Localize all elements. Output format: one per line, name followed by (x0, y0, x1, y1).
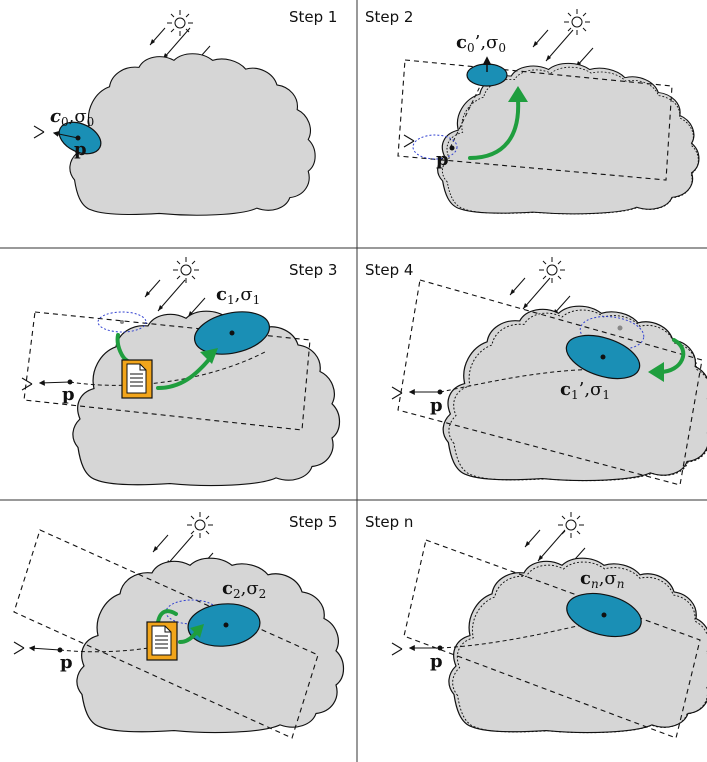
bounding-box (397, 59, 673, 181)
step-5-panel: Step 5 c2,σ2 p (13, 511, 345, 739)
step-4-title: Step 4 (365, 261, 413, 279)
eye-icon (391, 642, 403, 656)
svg-text:c1,σ1: c1,σ1 (216, 284, 260, 307)
label-c0: c (50, 106, 61, 127)
label-p: p (436, 149, 449, 170)
svg-text:c0,σ0: c0,σ0 (50, 106, 94, 129)
step-n-panel: Step n cn,σn p (365, 511, 707, 739)
light-rays (144, 279, 206, 318)
step-4-panel: Step 4 c1’,σ1 p (365, 256, 707, 486)
eye-icon (403, 134, 415, 148)
cloud (448, 557, 707, 734)
label-p: p (60, 652, 73, 673)
step-n-title: Step n (365, 513, 413, 531)
label-c0-prime: c (456, 32, 467, 53)
label-c2: c (222, 578, 233, 599)
sun-icon (538, 256, 566, 284)
step-1-title: Step 1 (289, 8, 337, 26)
sun-icon (563, 8, 591, 36)
cloud (437, 62, 700, 215)
svg-text:c0’,σ0: c0’,σ0 (456, 32, 506, 55)
bounding-box (403, 539, 701, 739)
label-p: p (430, 651, 443, 672)
step-5-title: Step 5 (289, 513, 337, 531)
green-arrow (658, 338, 686, 374)
svg-text:c2,σ2: c2,σ2 (222, 578, 266, 601)
step-2-title: Step 2 (365, 8, 413, 26)
step-2-panel: Step 2 c0’,σ0 p (365, 8, 700, 215)
label-p: p (430, 395, 443, 416)
eye-icon (13, 641, 25, 655)
step-1-panel: Step 1 c0,σ0 p (33, 8, 337, 216)
sun-icon (186, 511, 214, 539)
sun-icon (172, 256, 200, 284)
step-3-title: Step 3 (289, 261, 337, 279)
svg-text:cn,σn: cn,σn (580, 568, 624, 591)
green-arrow-down (156, 609, 178, 624)
document-icon (146, 621, 178, 661)
sun-icon (166, 9, 194, 37)
label-c1: c (216, 284, 227, 305)
label-cn: c (580, 568, 591, 589)
eye-icon (33, 125, 45, 139)
document-icon (121, 359, 153, 399)
bounding-box (13, 529, 319, 739)
svg-text:c1’,σ1: c1’,σ1 (560, 379, 610, 402)
label-p: p (74, 139, 87, 160)
green-arrow (468, 98, 521, 160)
step-3-panel: Step 3 c1,σ1 p (21, 256, 341, 487)
label-p: p (62, 384, 75, 405)
label-c1-prime: c (560, 379, 571, 400)
light-rays (532, 29, 594, 68)
cloud (69, 53, 316, 216)
